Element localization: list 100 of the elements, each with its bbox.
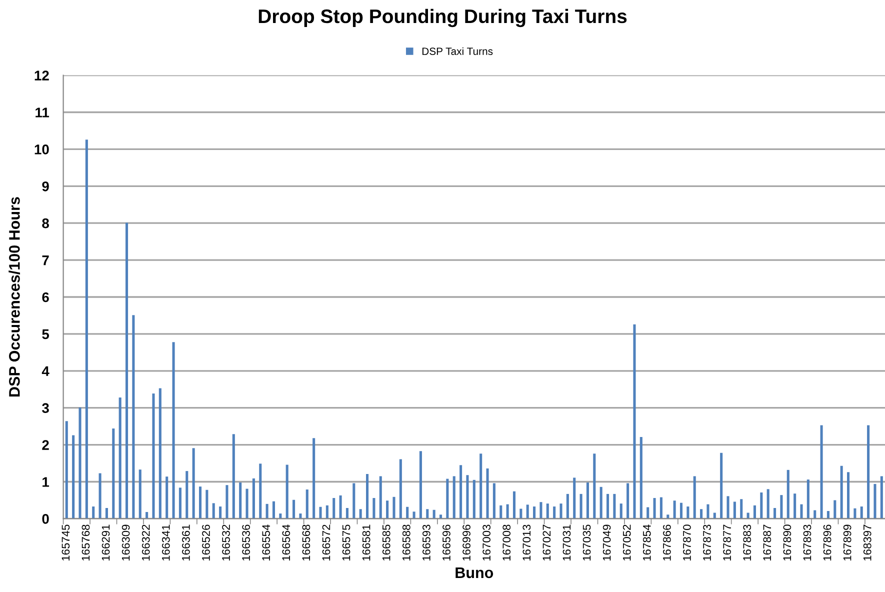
bar — [874, 484, 876, 519]
bar — [613, 494, 616, 519]
x-tick-label: 166532 — [222, 524, 230, 560]
bar — [166, 476, 168, 519]
y-tick-label: 6 — [42, 292, 49, 302]
x-tick-label: 167899 — [843, 524, 852, 560]
bar — [526, 504, 529, 519]
bar — [814, 510, 816, 519]
bar — [686, 506, 690, 519]
x-tick-label: 166554 — [262, 524, 270, 560]
bar — [105, 508, 108, 519]
bar — [653, 498, 656, 519]
y-tick-label: 7 — [42, 256, 49, 266]
x-tick-label: 166291 — [102, 524, 110, 560]
bar — [212, 503, 215, 519]
bar — [412, 512, 416, 519]
x-tick-label: 165768 — [82, 524, 90, 560]
bar — [326, 505, 328, 519]
bar — [834, 500, 836, 519]
y-tick-label: 3 — [42, 403, 49, 414]
bar — [259, 464, 262, 519]
bar — [840, 466, 843, 519]
bar — [560, 504, 562, 519]
bar — [132, 315, 135, 519]
x-tick-label: 166572 — [322, 524, 330, 560]
bar — [98, 473, 102, 519]
bar — [573, 478, 576, 519]
x-tick-label: 167890 — [783, 524, 792, 560]
bar — [753, 505, 756, 519]
bar — [319, 506, 322, 519]
bar — [186, 471, 188, 519]
x-tick-label: 168397 — [863, 524, 872, 560]
bar — [112, 428, 115, 519]
x-tick-label: 166526 — [202, 524, 210, 560]
bar — [206, 490, 208, 519]
bar — [706, 504, 710, 519]
bar — [312, 438, 316, 519]
bar — [72, 435, 75, 519]
bar — [726, 496, 730, 519]
bar — [480, 454, 482, 519]
bar — [226, 485, 228, 519]
bar — [172, 342, 175, 519]
x-tick-label: 167893 — [803, 524, 812, 560]
bar — [118, 398, 122, 519]
bar — [806, 480, 810, 519]
y-tick-label: 12 — [34, 70, 49, 80]
x-tick-label: 166536 — [242, 524, 250, 560]
chart-title: Droop Stop Pounding During Taxi Turns — [258, 8, 627, 28]
x-tick-label: 167013 — [522, 524, 531, 560]
bar — [660, 497, 662, 519]
bar — [593, 454, 596, 519]
bar — [640, 437, 642, 519]
bar — [392, 496, 396, 519]
bar — [566, 494, 569, 519]
x-axis-title: Buno — [456, 567, 494, 578]
x-tick-label: 167027 — [542, 524, 551, 560]
bar — [553, 506, 556, 519]
bar — [606, 494, 610, 519]
bar — [332, 498, 336, 519]
bar — [546, 504, 549, 519]
bar — [626, 483, 630, 519]
bar — [780, 495, 783, 519]
x-tick-label: 166575 — [342, 524, 350, 560]
bar — [246, 488, 248, 519]
bar — [219, 506, 222, 519]
x-tick-label: 167883 — [743, 524, 752, 560]
bar — [786, 470, 790, 519]
y-tick-label: 0 — [42, 514, 49, 524]
bar — [399, 459, 402, 519]
bar — [466, 475, 469, 519]
bar — [452, 476, 456, 519]
bar — [673, 500, 676, 519]
bar — [492, 483, 496, 519]
x-tick-label: 167877 — [723, 524, 731, 560]
bar — [633, 324, 636, 519]
bar — [800, 504, 803, 519]
x-tick-label: 166593 — [422, 524, 430, 560]
x-tick-label: 166585 — [382, 524, 390, 560]
bar — [586, 482, 589, 519]
bar — [680, 502, 683, 519]
bar — [700, 509, 703, 519]
bar — [366, 474, 369, 519]
bar — [352, 483, 356, 519]
y-tick-label: 11 — [36, 108, 50, 118]
bar — [860, 506, 863, 519]
y-tick-label: 5 — [42, 329, 50, 340]
bar — [339, 495, 342, 519]
legend-label: DSP Taxi Turns — [422, 47, 493, 55]
y-tick-label: 10 — [34, 144, 49, 154]
bar — [252, 478, 255, 519]
bar — [646, 507, 650, 519]
bar — [820, 425, 823, 519]
bar — [580, 494, 582, 519]
x-tick-label: 166588 — [402, 524, 410, 560]
bar — [774, 508, 776, 519]
x-tick-label: 166581 — [362, 524, 370, 560]
y-tick-label: 4 — [42, 366, 50, 376]
bar — [292, 500, 296, 519]
bar — [232, 434, 235, 519]
x-tick-label: 166564 — [282, 524, 290, 560]
